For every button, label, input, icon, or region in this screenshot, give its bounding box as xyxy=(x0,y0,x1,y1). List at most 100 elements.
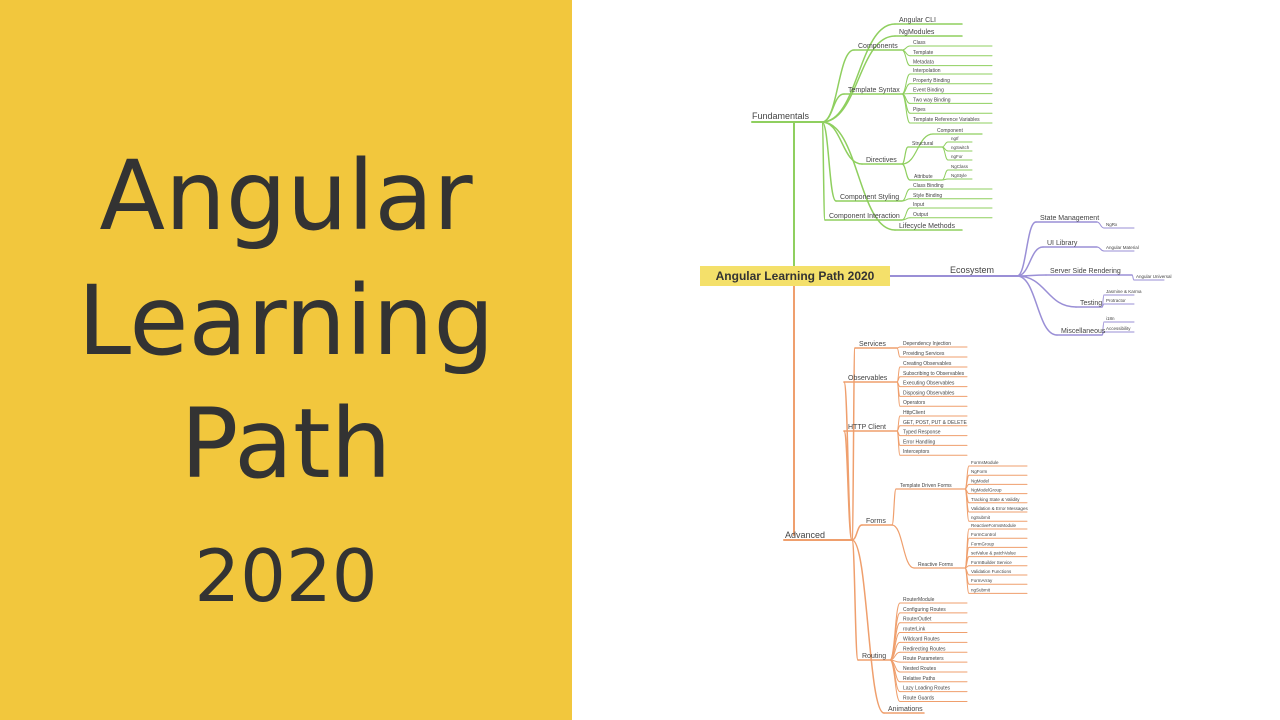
leaf-class-binding: Class Binding xyxy=(913,183,944,189)
leaf-validation-error-messages-0: Validation & Error Messages xyxy=(971,506,1028,511)
edge-output xyxy=(901,217,911,221)
branch-label-ecosystem: Ecosystem xyxy=(950,265,994,275)
title-line-1: Angular xyxy=(99,140,473,252)
node-angular-cli: Angular CLI xyxy=(899,17,936,24)
leaf-event-binding: Event Binding xyxy=(913,88,944,94)
edge-angular-universal xyxy=(1131,274,1135,281)
leaf-formarray-1: FormArray xyxy=(971,578,993,583)
leaf-executing-observables: Executing Observables xyxy=(903,381,955,387)
edge-ngsubmit-1 xyxy=(964,567,970,594)
leaf-disposing-observables: Disposing Observables xyxy=(903,390,955,396)
node-animations: Animations xyxy=(888,706,923,713)
leaf-get-post-put-delete: GET, POST, PUT & DELETE xyxy=(903,420,967,426)
leaf-routerlink: routerLink xyxy=(903,627,926,633)
branch-label-fundamentals: Fundamentals xyxy=(752,111,810,121)
leaf-ngstyle: NgStyle xyxy=(951,173,967,178)
node-component-interaction: Component Interaction xyxy=(829,213,900,220)
leaf-ngmodelgroup-0: NgModelGroup xyxy=(971,488,1002,493)
leaf-ngclass: NgClass xyxy=(951,164,969,169)
root-node-box xyxy=(700,266,890,286)
leaf-wildcard-routes: Wildcard Routes xyxy=(903,636,940,642)
node-directives: Directives xyxy=(866,157,897,164)
edge-state-management xyxy=(1016,221,1037,277)
node-structural: Structural xyxy=(912,141,933,147)
leaf-routermodule: RouterModule xyxy=(903,597,935,603)
node-observables: Observables xyxy=(848,375,888,382)
edge-class xyxy=(901,45,911,51)
edge-component-interaction xyxy=(821,121,826,221)
leaf-class: Class xyxy=(913,40,926,46)
node-forms: Forms xyxy=(866,518,886,525)
edge-ngmodules xyxy=(821,35,896,123)
edge-animations xyxy=(851,539,885,714)
leaf-formsmodule-0: FormsModule xyxy=(971,460,999,465)
leaf-angular-universal: Angular Universal xyxy=(1136,274,1172,279)
edge-attribute xyxy=(901,163,911,181)
leaf-httpclient: HttpClient xyxy=(903,410,926,416)
title-line-2: Learning xyxy=(77,265,495,377)
leaf-routeroutlet: RouterOutlet xyxy=(903,617,932,623)
leaf-tracking-state-validity-0: Tracking State & Validity xyxy=(971,497,1020,502)
edge-component-styling xyxy=(821,121,837,202)
leaf-template: Template xyxy=(913,50,934,56)
title-panel: Angular Learning Path 2020 xyxy=(0,0,572,720)
leaf-i18n: i18n xyxy=(1106,316,1115,321)
leaf-protractor: Protractor xyxy=(1106,298,1126,303)
leaf-dependency-injection: Dependency Injection xyxy=(903,341,951,347)
edge-testing xyxy=(1016,275,1077,308)
leaf-validation-functions-1: Validation Functions xyxy=(971,569,1012,574)
leaf-ngsubmit-1: ngSubmit xyxy=(971,587,991,592)
node-server-side-rendering: Server Side Rendering xyxy=(1050,268,1121,275)
edge-structural xyxy=(901,146,909,165)
edge-template-reference-variables xyxy=(901,93,911,124)
node-component-styling: Component Styling xyxy=(840,194,899,201)
edge-lifecycle-methods xyxy=(821,121,896,231)
leaf-relative-paths: Relative Paths xyxy=(903,676,936,682)
leaf-two-way-binding: Two way Binding xyxy=(913,97,951,103)
edge-route-guards xyxy=(889,659,901,702)
node-template-driven-forms: Template Driven Forms xyxy=(900,483,952,489)
leaf-input: Input xyxy=(913,202,925,208)
leaf-jasmine-karma: Jasmine & Karma xyxy=(1106,289,1142,294)
leaf-configuring-routes: Configuring Routes xyxy=(903,607,946,613)
leaf-property-binding: Property Binding xyxy=(913,78,950,84)
node-ui-library: UI Library xyxy=(1047,240,1078,247)
node-components: Components xyxy=(858,43,898,50)
leaf-interceptors: Interceptors xyxy=(903,449,930,455)
edge-forms xyxy=(851,524,863,541)
leaf-template-reference-variables: Template Reference Variables xyxy=(913,117,980,123)
edge-miscellaneous xyxy=(1016,275,1058,336)
leaf-error-handling: Error Handling xyxy=(903,439,935,445)
edge-formsmodule-0 xyxy=(964,465,970,490)
leaf-accessibility: Accessibility xyxy=(1106,326,1131,331)
edge-operators xyxy=(896,381,901,407)
title-year: 2020 xyxy=(194,534,378,618)
edge-ngstyle xyxy=(941,178,949,181)
edge-services xyxy=(851,347,856,541)
leaf-metadata: Metadata xyxy=(913,60,934,66)
title-line-3: Path xyxy=(180,388,392,500)
node-testing: Testing xyxy=(1080,300,1102,307)
edge-style-binding xyxy=(901,198,911,202)
edge-providing-services xyxy=(896,347,901,358)
node-ngmodules: NgModules xyxy=(899,29,935,36)
edge-ui-library xyxy=(1016,246,1044,277)
leaf-formgroup-1: FormGroup xyxy=(971,541,995,546)
leaf-creating-observables: Creating Observables xyxy=(903,361,952,367)
node-state-management: State Management xyxy=(1040,215,1099,222)
edge-routing xyxy=(851,539,859,661)
leaf-ngform-0: NgForm xyxy=(971,469,988,474)
node-routing: Routing xyxy=(862,653,886,660)
node-services: Services xyxy=(859,341,886,348)
edge-component xyxy=(901,133,934,165)
leaf-style-binding: Style Binding xyxy=(913,193,942,199)
edge-metadata xyxy=(901,49,911,67)
node-http-client: HTTP Client xyxy=(848,424,886,431)
edge-components xyxy=(821,49,855,123)
leaf-pipes: Pipes xyxy=(913,107,926,113)
node-miscellaneous: Miscellaneous xyxy=(1061,328,1106,335)
node-lifecycle-methods: Lifecycle Methods xyxy=(899,223,956,230)
leaf-output: Output xyxy=(913,212,929,218)
leaf-ngif: ngIf xyxy=(951,136,959,141)
